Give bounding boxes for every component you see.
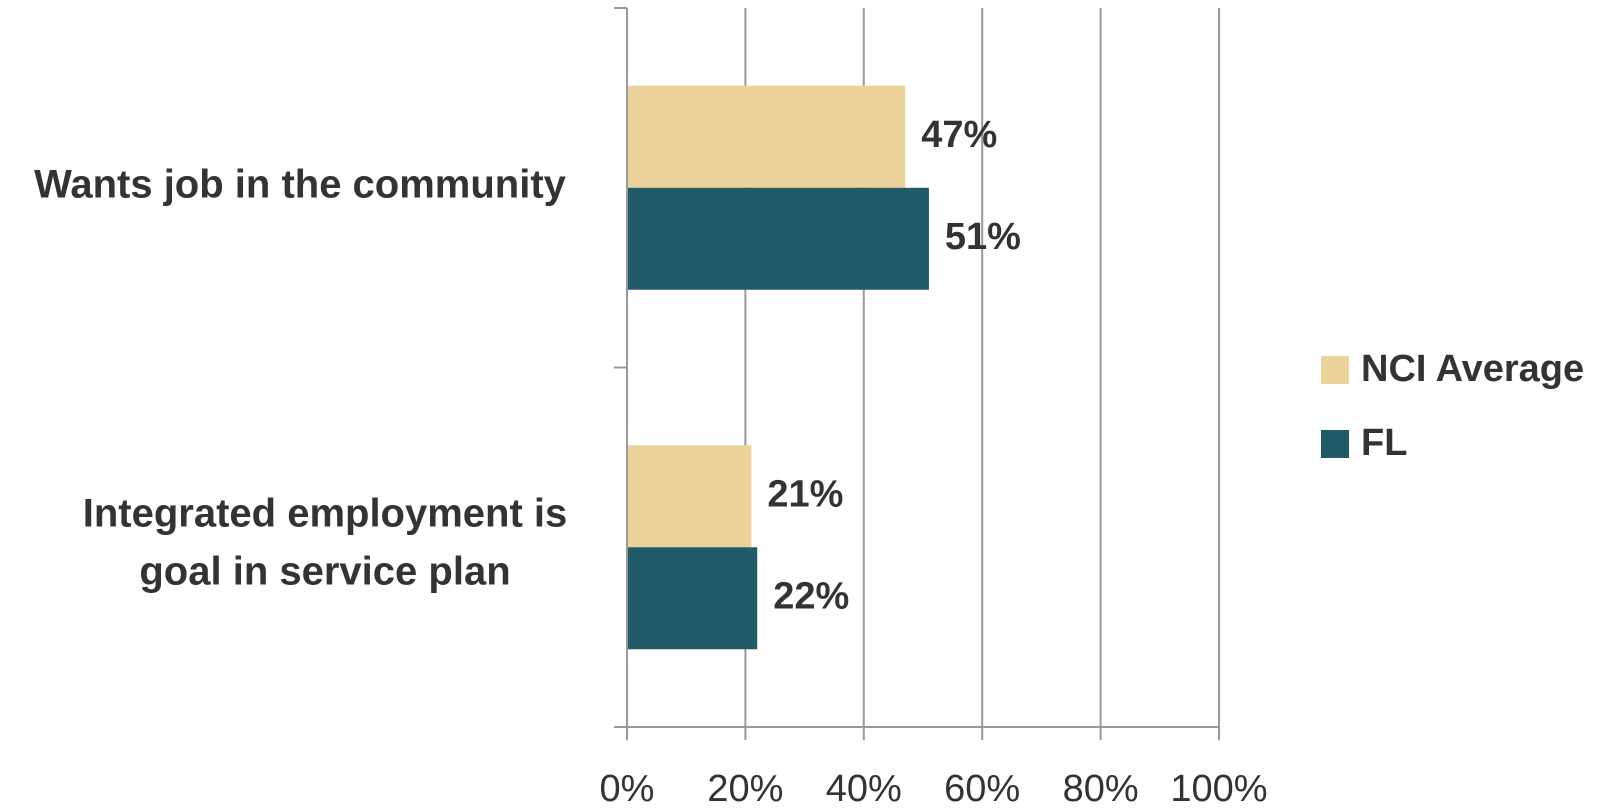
- bar-nci-average: [627, 86, 905, 188]
- x-tick-label: 40%: [826, 768, 902, 809]
- x-tick-labels: 0% 20% 40% 60% 80% 100%: [600, 768, 1268, 809]
- bar-fl: [627, 547, 757, 649]
- legend: NCI Average FL: [1321, 348, 1584, 464]
- bar-fl: [627, 188, 929, 290]
- legend-swatch: [1321, 430, 1349, 458]
- x-tick-label: 100%: [1170, 768, 1267, 809]
- bar-nci-average: [627, 445, 751, 547]
- data-label: 21%: [767, 473, 843, 515]
- bars: [627, 86, 929, 650]
- data-label: 22%: [773, 575, 849, 617]
- data-label: 51%: [945, 216, 1021, 258]
- category-labels: Wants job in the community Integrated emp…: [34, 163, 567, 594]
- x-tick-label: 0%: [600, 768, 655, 809]
- legend-swatch: [1321, 356, 1349, 384]
- category-label: Wants job in the community: [34, 163, 567, 207]
- x-tick-label: 60%: [944, 768, 1020, 809]
- legend-label: NCI Average: [1361, 348, 1584, 390]
- data-label: 47%: [921, 114, 997, 156]
- x-tick-label: 20%: [707, 768, 783, 809]
- category-label: Integrated employment is goal in service …: [83, 492, 568, 594]
- x-tick-label: 80%: [1063, 768, 1139, 809]
- legend-label: FL: [1361, 422, 1407, 464]
